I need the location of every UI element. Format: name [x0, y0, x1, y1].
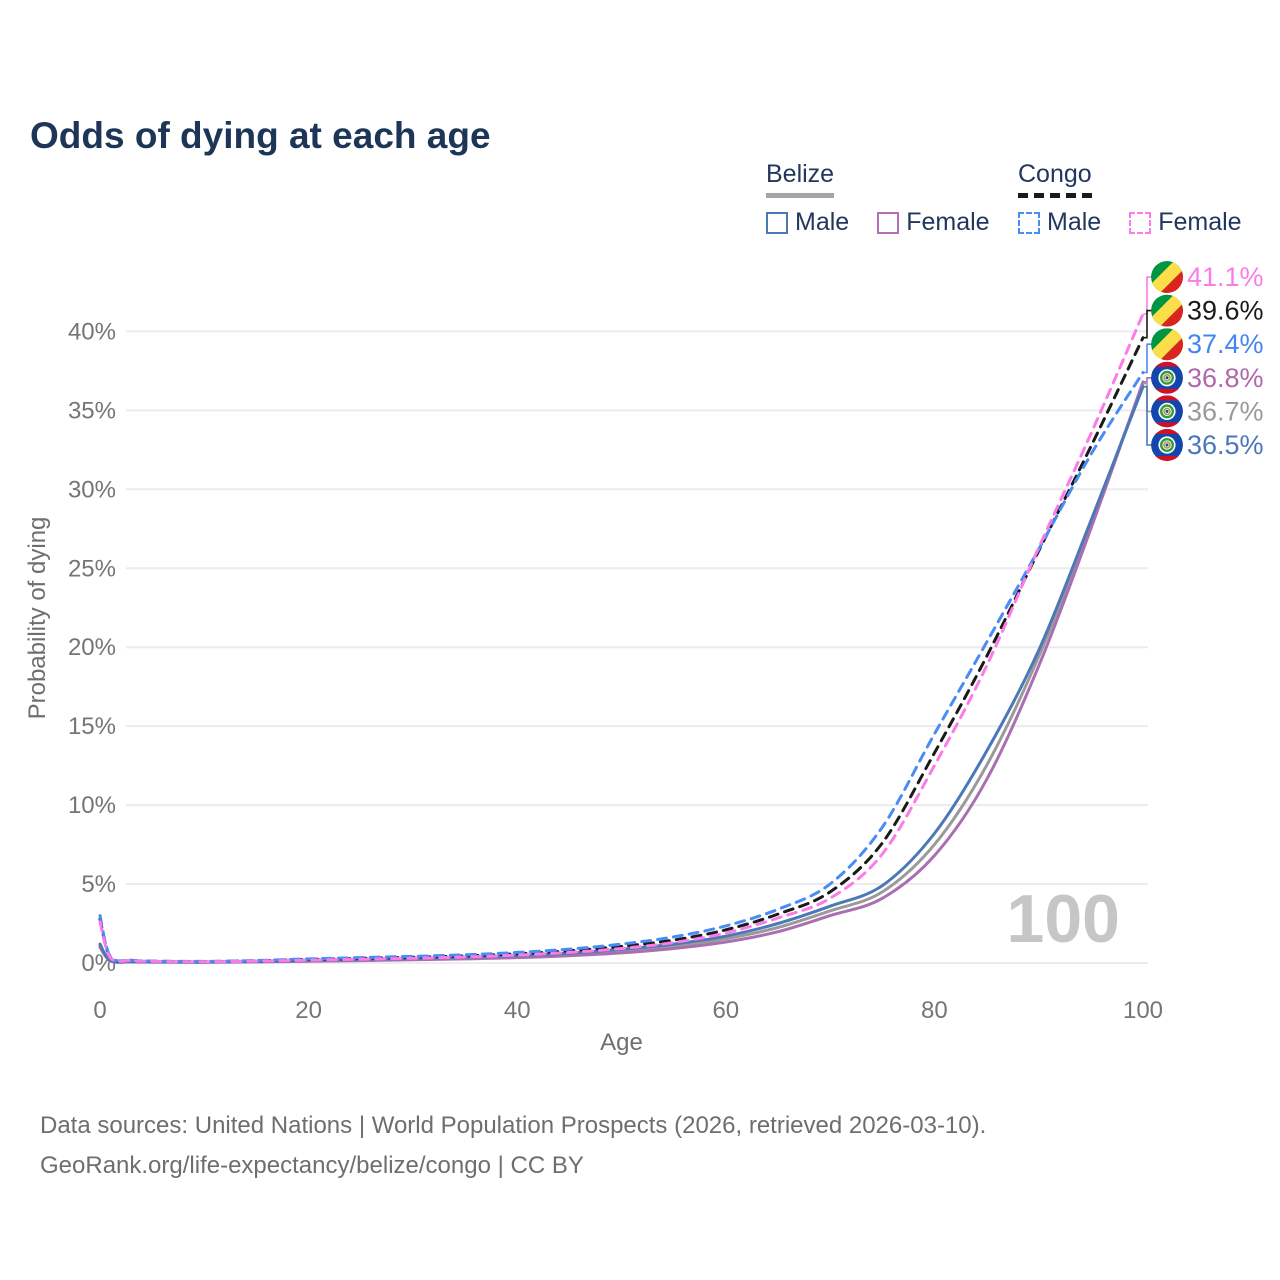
- series-line-congo-female[interactable]: [98, 312, 1145, 964]
- x-tick-label: 60: [712, 997, 739, 1024]
- legend-item-label: Female: [906, 208, 990, 236]
- belize-flag-icon: [1151, 395, 1183, 428]
- series-line-belize-male[interactable]: [98, 385, 1145, 964]
- belize-flag-icon: [1151, 361, 1183, 394]
- y-tick-label: 5%: [81, 871, 116, 898]
- legend-item-label: Male: [1047, 208, 1102, 236]
- end-value-label-congo-overall: 39.6%: [1187, 296, 1264, 326]
- congo-female-swatch: [1129, 211, 1152, 234]
- legend-group-belize: Belize Male Female: [766, 160, 990, 237]
- end-connector-belize-male: [1143, 385, 1152, 446]
- end-value-label-congo-male: 37.4%: [1187, 329, 1264, 359]
- y-tick-label: 30%: [68, 476, 116, 503]
- belize-female-swatch: [877, 211, 900, 234]
- footer-line-attribution: GeoRank.org/life-expectancy/belize/congo…: [40, 1152, 584, 1179]
- legend-header-congo: Congo: [1018, 160, 1092, 198]
- y-tick-label: 0%: [81, 950, 116, 977]
- age-watermark: 100: [1007, 881, 1120, 957]
- x-tick-label: 0: [93, 997, 106, 1024]
- page-title: Odds of dying at each age: [30, 114, 491, 156]
- y-tick-label: 40%: [68, 318, 116, 345]
- end-connector-congo-female: [1143, 276, 1152, 315]
- legend-item-belize-female[interactable]: Female: [877, 208, 990, 237]
- x-axis-title: Age: [600, 1029, 643, 1056]
- congo-male-swatch: [1018, 211, 1040, 234]
- end-value-label-belize-female: 36.8%: [1187, 363, 1264, 393]
- series-line-belize-female[interactable]: [98, 380, 1145, 964]
- end-connector-belize-female: [1143, 377, 1152, 383]
- y-tick-label: 35%: [68, 397, 116, 424]
- legend-header-belize: Belize: [766, 160, 835, 198]
- end-connector-congo-male: [1143, 343, 1152, 374]
- data-sources-footer: Data sources: United Nations | World Pop…: [40, 1106, 986, 1186]
- x-tick-label: 20: [295, 997, 322, 1024]
- legend-item-belize-male[interactable]: Male: [766, 208, 849, 237]
- end-value-label-congo-female: 41.1%: [1187, 262, 1264, 292]
- y-axis-title: Probability of dying: [24, 517, 51, 720]
- y-tick-label: 25%: [68, 555, 116, 582]
- legend-item-congo-male[interactable]: Male: [1018, 208, 1101, 237]
- series-line-congo-overall[interactable]: [98, 336, 1145, 964]
- x-tick-label: 100: [1123, 997, 1163, 1024]
- x-tick-label: 40: [504, 997, 531, 1024]
- belize-flag-icon: [1151, 429, 1183, 461]
- y-tick-label: 10%: [68, 792, 116, 819]
- end-value-label-belize-overall: 36.7%: [1187, 396, 1264, 426]
- series-line-belize-overall[interactable]: [98, 382, 1145, 964]
- legend-item-congo-female[interactable]: Female: [1129, 208, 1242, 237]
- y-tick-label: 20%: [68, 634, 116, 661]
- legend-group-congo: Congo Male Female: [1018, 160, 1242, 237]
- belize-male-swatch: [766, 211, 788, 234]
- y-tick-label: 15%: [68, 713, 116, 740]
- end-value-label-belize-male: 36.5%: [1187, 430, 1264, 460]
- x-tick-label: 80: [921, 997, 948, 1024]
- legend-item-label: Male: [795, 208, 850, 236]
- legend-item-label: Female: [1158, 208, 1242, 236]
- footer-line-sources: Data sources: United Nations | World Pop…: [40, 1112, 987, 1139]
- end-connector-congo-overall: [1143, 309, 1152, 339]
